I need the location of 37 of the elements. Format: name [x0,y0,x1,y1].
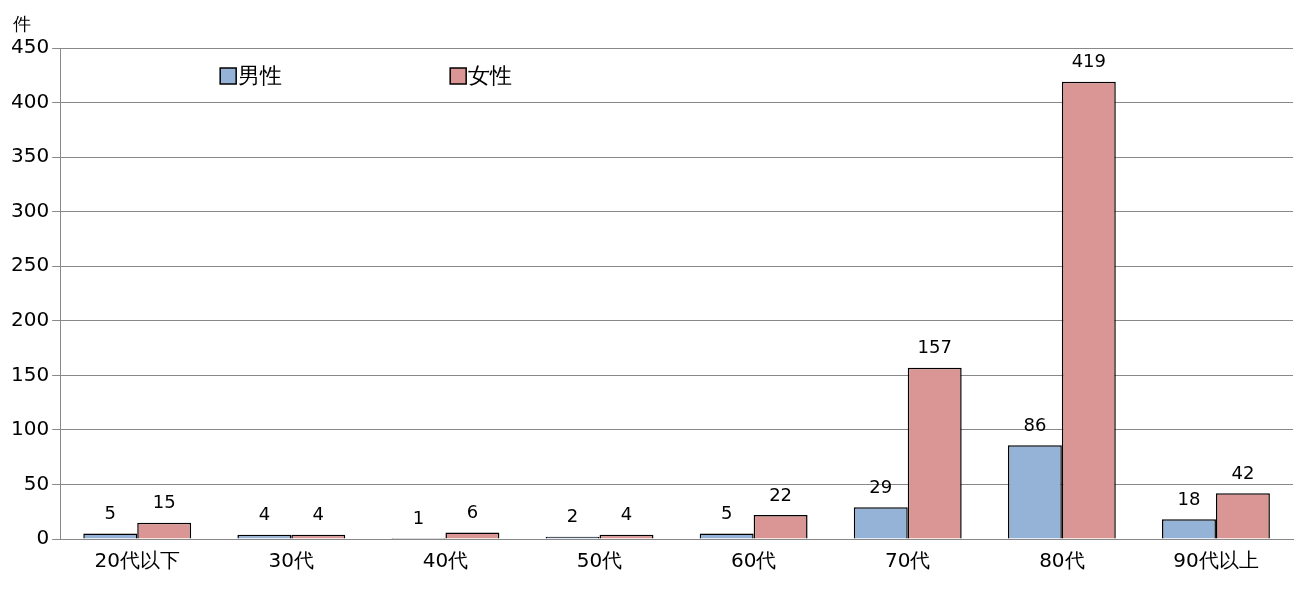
data-label: 42 [1231,461,1255,483]
data-label: 4 [312,503,325,525]
data-label: 157 [917,336,952,358]
x-tick-label: 90代以上 [1173,548,1259,573]
data-label: 2 [566,505,579,527]
y-tick-label: 50 [23,470,50,495]
x-tick-label: 30代 [268,548,315,573]
x-tick-label: 20代以下 [94,548,180,573]
y-tick-label: 300 [10,197,50,222]
y-tick-label: 400 [10,88,50,113]
x-tick-label: 40代 [422,548,469,573]
y-tick-label: 100 [10,416,50,441]
x-tick-label: 50代 [576,548,623,573]
data-label: 6 [466,501,479,523]
x-tick-label: 60代 [730,548,777,573]
y-tick-label: 450 [10,34,50,59]
y-tick-label: 200 [10,306,50,331]
y-tick-label: 250 [10,252,50,277]
data-label: 1 [412,506,425,528]
data-label: 22 [769,483,793,505]
y-tick-label: 0 [36,525,50,550]
y-axis-title: 件 [13,12,31,34]
data-label: 86 [1023,413,1047,435]
data-label: 4 [258,503,271,525]
x-tick-label: 70代 [885,548,931,573]
data-label: 419 [1071,50,1106,72]
data-label: 15 [152,491,176,513]
legend-label: 男性 [238,62,283,88]
y-tick-label: 150 [10,361,50,386]
data-label: 4 [620,503,633,525]
legend-label: 女性 [468,62,513,88]
data-label: 5 [720,502,733,524]
data-label: 29 [869,476,893,498]
x-tick-label: 80代 [1039,548,1085,573]
data-label: 18 [1177,488,1201,510]
y-tick-label: 350 [10,143,50,168]
data-label: 5 [104,502,116,524]
